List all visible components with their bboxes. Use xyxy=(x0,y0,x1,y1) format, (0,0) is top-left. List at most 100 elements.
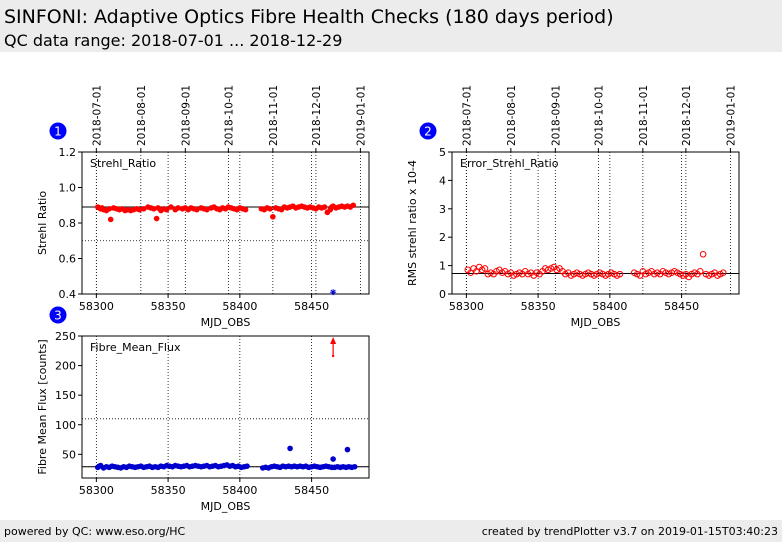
y-tick-label: 0.6 xyxy=(59,253,77,266)
outlier-arrow-head xyxy=(330,337,337,344)
data-point xyxy=(344,446,351,453)
data-point xyxy=(175,205,181,211)
date-tick-label: 2018-10-01 xyxy=(223,85,235,146)
x-tick-label: 58400 xyxy=(592,300,627,313)
data-point xyxy=(140,206,147,212)
chart-panel-3: 3 50 100 150 200 250 58300 58350 58400 58450 MJD_O… xyxy=(36,306,370,513)
data-point xyxy=(204,206,210,213)
data-point xyxy=(267,206,273,212)
footer-left-text: powered by QC: www.eso.org/HC xyxy=(4,525,186,538)
y-axis-label: Strehl Ratio xyxy=(36,191,49,255)
data-point xyxy=(616,270,624,278)
footer-right-text: created by trendPlotter v3.7 on 2019-01-… xyxy=(481,525,778,538)
header-bar: SINFONI: Adaptive Optics Fibre Health Ch… xyxy=(0,0,782,52)
data-point xyxy=(136,206,143,213)
outlier-arrow-base xyxy=(331,354,335,358)
data-point xyxy=(270,213,276,220)
x-tick-label: 58350 xyxy=(151,484,186,497)
y-tick-label: 5 xyxy=(439,146,446,159)
y-tick-label: 200 xyxy=(55,360,76,373)
date-tick-label: 2018-12-01 xyxy=(311,85,323,146)
data-point xyxy=(330,456,336,462)
x-tick-label: 58300 xyxy=(449,300,484,313)
x-tick-label: 58450 xyxy=(294,300,329,313)
date-tick-label: 2018-08-01 xyxy=(136,85,148,146)
y-tick-label: 250 xyxy=(55,330,76,343)
axes-frame xyxy=(451,151,740,295)
y-tick-label: 0 xyxy=(439,288,446,301)
panel-badge-circle xyxy=(419,122,437,140)
panel-inner-label: Fibre_Mean_Flux xyxy=(90,341,181,354)
y-tick-label: 150 xyxy=(55,389,76,402)
x-axis-label: MJD_OBS xyxy=(201,316,251,329)
data-point xyxy=(719,269,727,277)
data-point xyxy=(153,215,160,222)
data-point xyxy=(107,216,114,223)
chart-panel-2: 2 2018-07-01 2018-08-01 2018-09-01 2018-10-0… xyxy=(406,85,740,329)
chart-panel-1: 1 2018-07-01 2018-08-01 2018-09-01 2018-10-0… xyxy=(36,85,370,329)
y-tick-label: 3 xyxy=(439,203,446,216)
y-tick-label: 100 xyxy=(55,419,76,432)
y-tick-label: 1 xyxy=(439,260,446,273)
data-point xyxy=(699,250,707,258)
y-axis-label: Fibre Mean Flux [counts] xyxy=(36,339,49,474)
date-tick-label: 2018-12-01 xyxy=(681,85,693,146)
date-tick-label: 2018-09-01 xyxy=(550,85,562,146)
y-tick-label: 50 xyxy=(62,448,76,461)
data-point xyxy=(168,204,174,210)
axes-frame xyxy=(81,151,370,295)
data-point xyxy=(351,463,358,470)
y-tick-label: 1.0 xyxy=(59,182,77,195)
date-tick-label: 2018-07-01 xyxy=(91,85,103,146)
asterisk-stroke xyxy=(330,289,336,295)
date-tick-label: 2018-11-01 xyxy=(638,85,650,146)
footer-bar: powered by QC: www.eso.org/HC created by… xyxy=(0,520,782,542)
date-tick-label: 2018-11-01 xyxy=(268,85,280,146)
x-tick-label: 58350 xyxy=(151,300,186,313)
y-tick-label: 0.8 xyxy=(59,217,77,230)
panel-inner-label: Strehl_Ratio xyxy=(90,157,156,170)
data-point xyxy=(163,206,170,213)
date-tick-label: 2018-10-01 xyxy=(593,85,605,146)
x-axis-label: MJD_OBS xyxy=(571,316,621,329)
panel-badge-circle xyxy=(49,122,67,140)
axes-frame xyxy=(81,335,370,479)
data-point-asterisk xyxy=(330,289,337,296)
data-point xyxy=(150,206,157,212)
panel-badge-number: 2 xyxy=(424,125,432,139)
panel-badge-circle xyxy=(49,306,67,324)
y-tick-label: 0.4 xyxy=(59,288,77,301)
x-tick-label: 58450 xyxy=(294,484,329,497)
data-point xyxy=(481,265,489,272)
x-tick-label: 58350 xyxy=(521,300,556,313)
y-tick-label: 2 xyxy=(439,231,446,244)
y-tick-label: 4 xyxy=(439,174,446,187)
panel-badge-number: 3 xyxy=(54,309,62,323)
x-tick-label: 58400 xyxy=(222,484,257,497)
data-point xyxy=(194,206,200,213)
x-tick-label: 58300 xyxy=(79,484,114,497)
panel-inner-label: Error_Strehl_Ratio xyxy=(460,157,559,170)
data-point xyxy=(106,206,113,212)
date-tick-label: 2019-01-01 xyxy=(355,85,367,146)
x-axis-label: MJD_OBS xyxy=(201,500,251,513)
y-tick-label: 1.2 xyxy=(59,146,77,159)
data-point xyxy=(350,202,357,209)
date-tick-label: 2019-01-01 xyxy=(725,85,737,146)
data-point xyxy=(321,204,328,210)
panel-badge-number: 1 xyxy=(54,125,62,139)
x-tick-label: 58450 xyxy=(664,300,699,313)
date-tick-label: 2018-08-01 xyxy=(506,85,518,146)
data-point xyxy=(696,267,704,275)
x-tick-label: 58300 xyxy=(79,300,114,313)
date-tick-label: 2018-07-01 xyxy=(461,85,473,146)
date-tick-label: 2018-09-01 xyxy=(180,85,192,146)
page-subtitle: QC data range: 2018-07-01 ... 2018-12-29 xyxy=(4,31,343,50)
data-point xyxy=(287,445,293,452)
plots-canvas: 1 2018-07-01 2018-08-01 2018-09-01 2018-10-0… xyxy=(36,85,740,513)
data-point xyxy=(242,206,249,213)
data-point xyxy=(244,463,250,469)
page-title: SINFONI: Adaptive Optics Fibre Health Ch… xyxy=(4,6,614,28)
y-axis-label: RMS strehl ratio x 10-4 xyxy=(406,160,419,286)
x-tick-label: 58400 xyxy=(222,300,257,313)
